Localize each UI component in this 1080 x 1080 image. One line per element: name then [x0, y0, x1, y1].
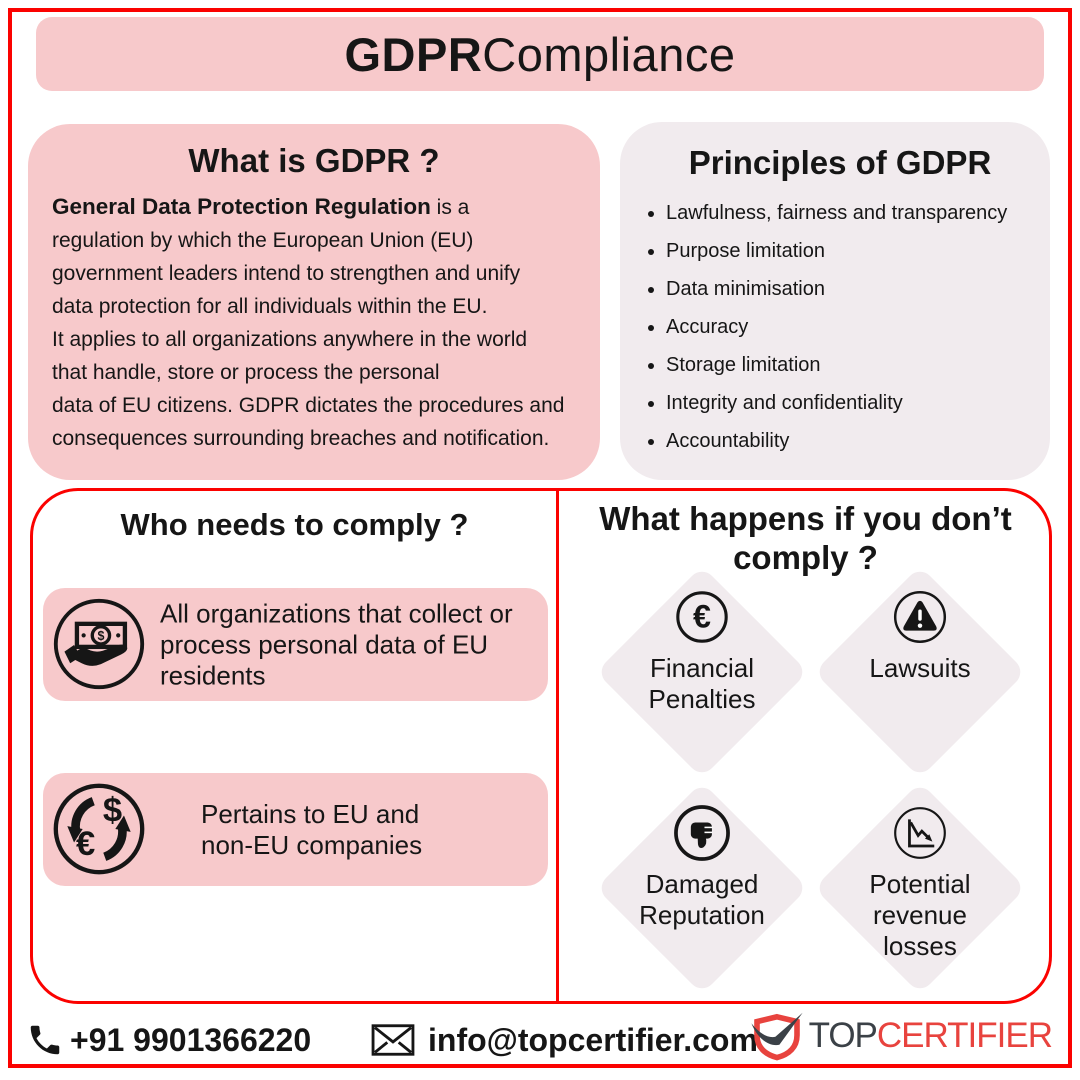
who-complies-item-companies: $ € Pertains to EU and non-EU companies	[43, 773, 548, 886]
shield-check-icon	[749, 1007, 805, 1065]
principles-title: Principles of GDPR	[688, 144, 992, 181]
consequence-label: Financial Penalties	[648, 653, 756, 714]
principles-item: Purpose limitation	[666, 240, 1038, 263]
principles-section: Principles of GDPR Lawfulness, fairness …	[620, 122, 1050, 480]
body-line: that handle, store or process the person…	[52, 361, 440, 384]
svg-text:$: $	[103, 791, 122, 829]
consequence-label: Damaged Reputation	[639, 869, 765, 930]
footer-phone: +91 9901366220	[26, 1018, 311, 1062]
phone-icon	[26, 1021, 64, 1059]
phone-number[interactable]: +91 9901366220	[70, 1021, 312, 1058]
page-title-rest: Compliance	[482, 27, 736, 81]
principles-item: Storage limitation	[666, 354, 1038, 377]
topcertifier-logo: TOPCERTIFIER	[749, 1006, 1053, 1066]
principles-item: Accountability	[666, 430, 1038, 453]
page-title-banner: GDPR Compliance	[36, 17, 1044, 91]
email-address[interactable]: info@topcertifier.com	[428, 1021, 758, 1058]
who-complies-title: Who needs to comply ?	[120, 507, 469, 542]
footer-email: info@topcertifier.com	[370, 1018, 758, 1062]
principles-item: Integrity and confidentiality	[666, 392, 1038, 415]
body-intro-rest: is a	[430, 196, 470, 219]
principles-item: Accuracy	[666, 316, 1038, 339]
currency-exchange-icon: $ €	[51, 781, 147, 877]
consequence-revenue-losses: Potential revenue losses	[810, 778, 1030, 998]
money-in-hand-icon: $	[51, 596, 147, 692]
consequence-damaged-reputation: Damaged Reputation	[592, 778, 812, 998]
body-line: regulation by which the European Union (…	[52, 229, 474, 252]
logo-wordmark: TOPCERTIFIER	[808, 1016, 1053, 1056]
logo-text-certifier: CERTIFIER	[876, 1016, 1053, 1055]
principles-item: Data minimisation	[666, 278, 1038, 301]
body-line: data of EU citizens. GDPR dictates the p…	[52, 394, 565, 417]
body-intro-bold: General Data Protection Regulation	[52, 194, 431, 219]
what-is-gdpr-section: What is GDPR ? General Data Protection R…	[28, 124, 600, 480]
middle-section: Who needs to comply ? $ All organization…	[30, 488, 1052, 1004]
who-complies-item-text: Pertains to EU and non-EU companies	[201, 798, 423, 860]
consequence-financial-penalties: € Financial Penalties	[592, 562, 812, 782]
euro-coin-icon: €	[671, 586, 733, 648]
consequence-lawsuits: Lawsuits	[810, 562, 1030, 782]
thumbs-down-icon	[671, 802, 733, 864]
who-complies-item-text: All organizations that collect or proces…	[160, 598, 513, 690]
svg-text:$: $	[97, 629, 104, 643]
envelope-icon	[370, 1021, 416, 1059]
principles-item: Lawfulness, fairness and transparency	[666, 202, 1038, 225]
consequence-label: Lawsuits	[869, 653, 971, 683]
consequence-label: Potential revenue losses	[869, 869, 971, 961]
warning-icon	[889, 586, 951, 648]
what-is-gdpr-title: What is GDPR ?	[188, 142, 440, 179]
body-line: It applies to all organizations anywhere…	[52, 328, 528, 351]
body-line: consequences surrounding breaches and no…	[52, 427, 550, 450]
who-complies-item-organizations: $ All organizations that collect or proc…	[43, 588, 548, 701]
who-complies-column: Who needs to comply ? $ All organization…	[33, 491, 556, 1001]
svg-text:€: €	[693, 599, 711, 635]
body-line: General Data Protection Regulation is a	[52, 190, 576, 224]
consequences-title: What happens if you don’t comply ?	[599, 500, 1012, 576]
what-is-gdpr-body: General Data Protection Regulation is a …	[52, 190, 576, 455]
principles-list: Lawfulness, fairness and transparency Pu…	[642, 202, 1038, 453]
page-title-bold: GDPR	[344, 27, 483, 81]
body-line: data protection for all individuals with…	[52, 295, 488, 318]
consequences-column: What happens if you don’t comply ? € Fin…	[559, 491, 1052, 1001]
declining-chart-icon	[889, 802, 951, 864]
body-line: government leaders intend to strengthen …	[52, 262, 521, 285]
column-divider	[556, 491, 559, 1001]
logo-text-top: TOP	[808, 1016, 878, 1055]
svg-text:€: €	[76, 825, 95, 863]
